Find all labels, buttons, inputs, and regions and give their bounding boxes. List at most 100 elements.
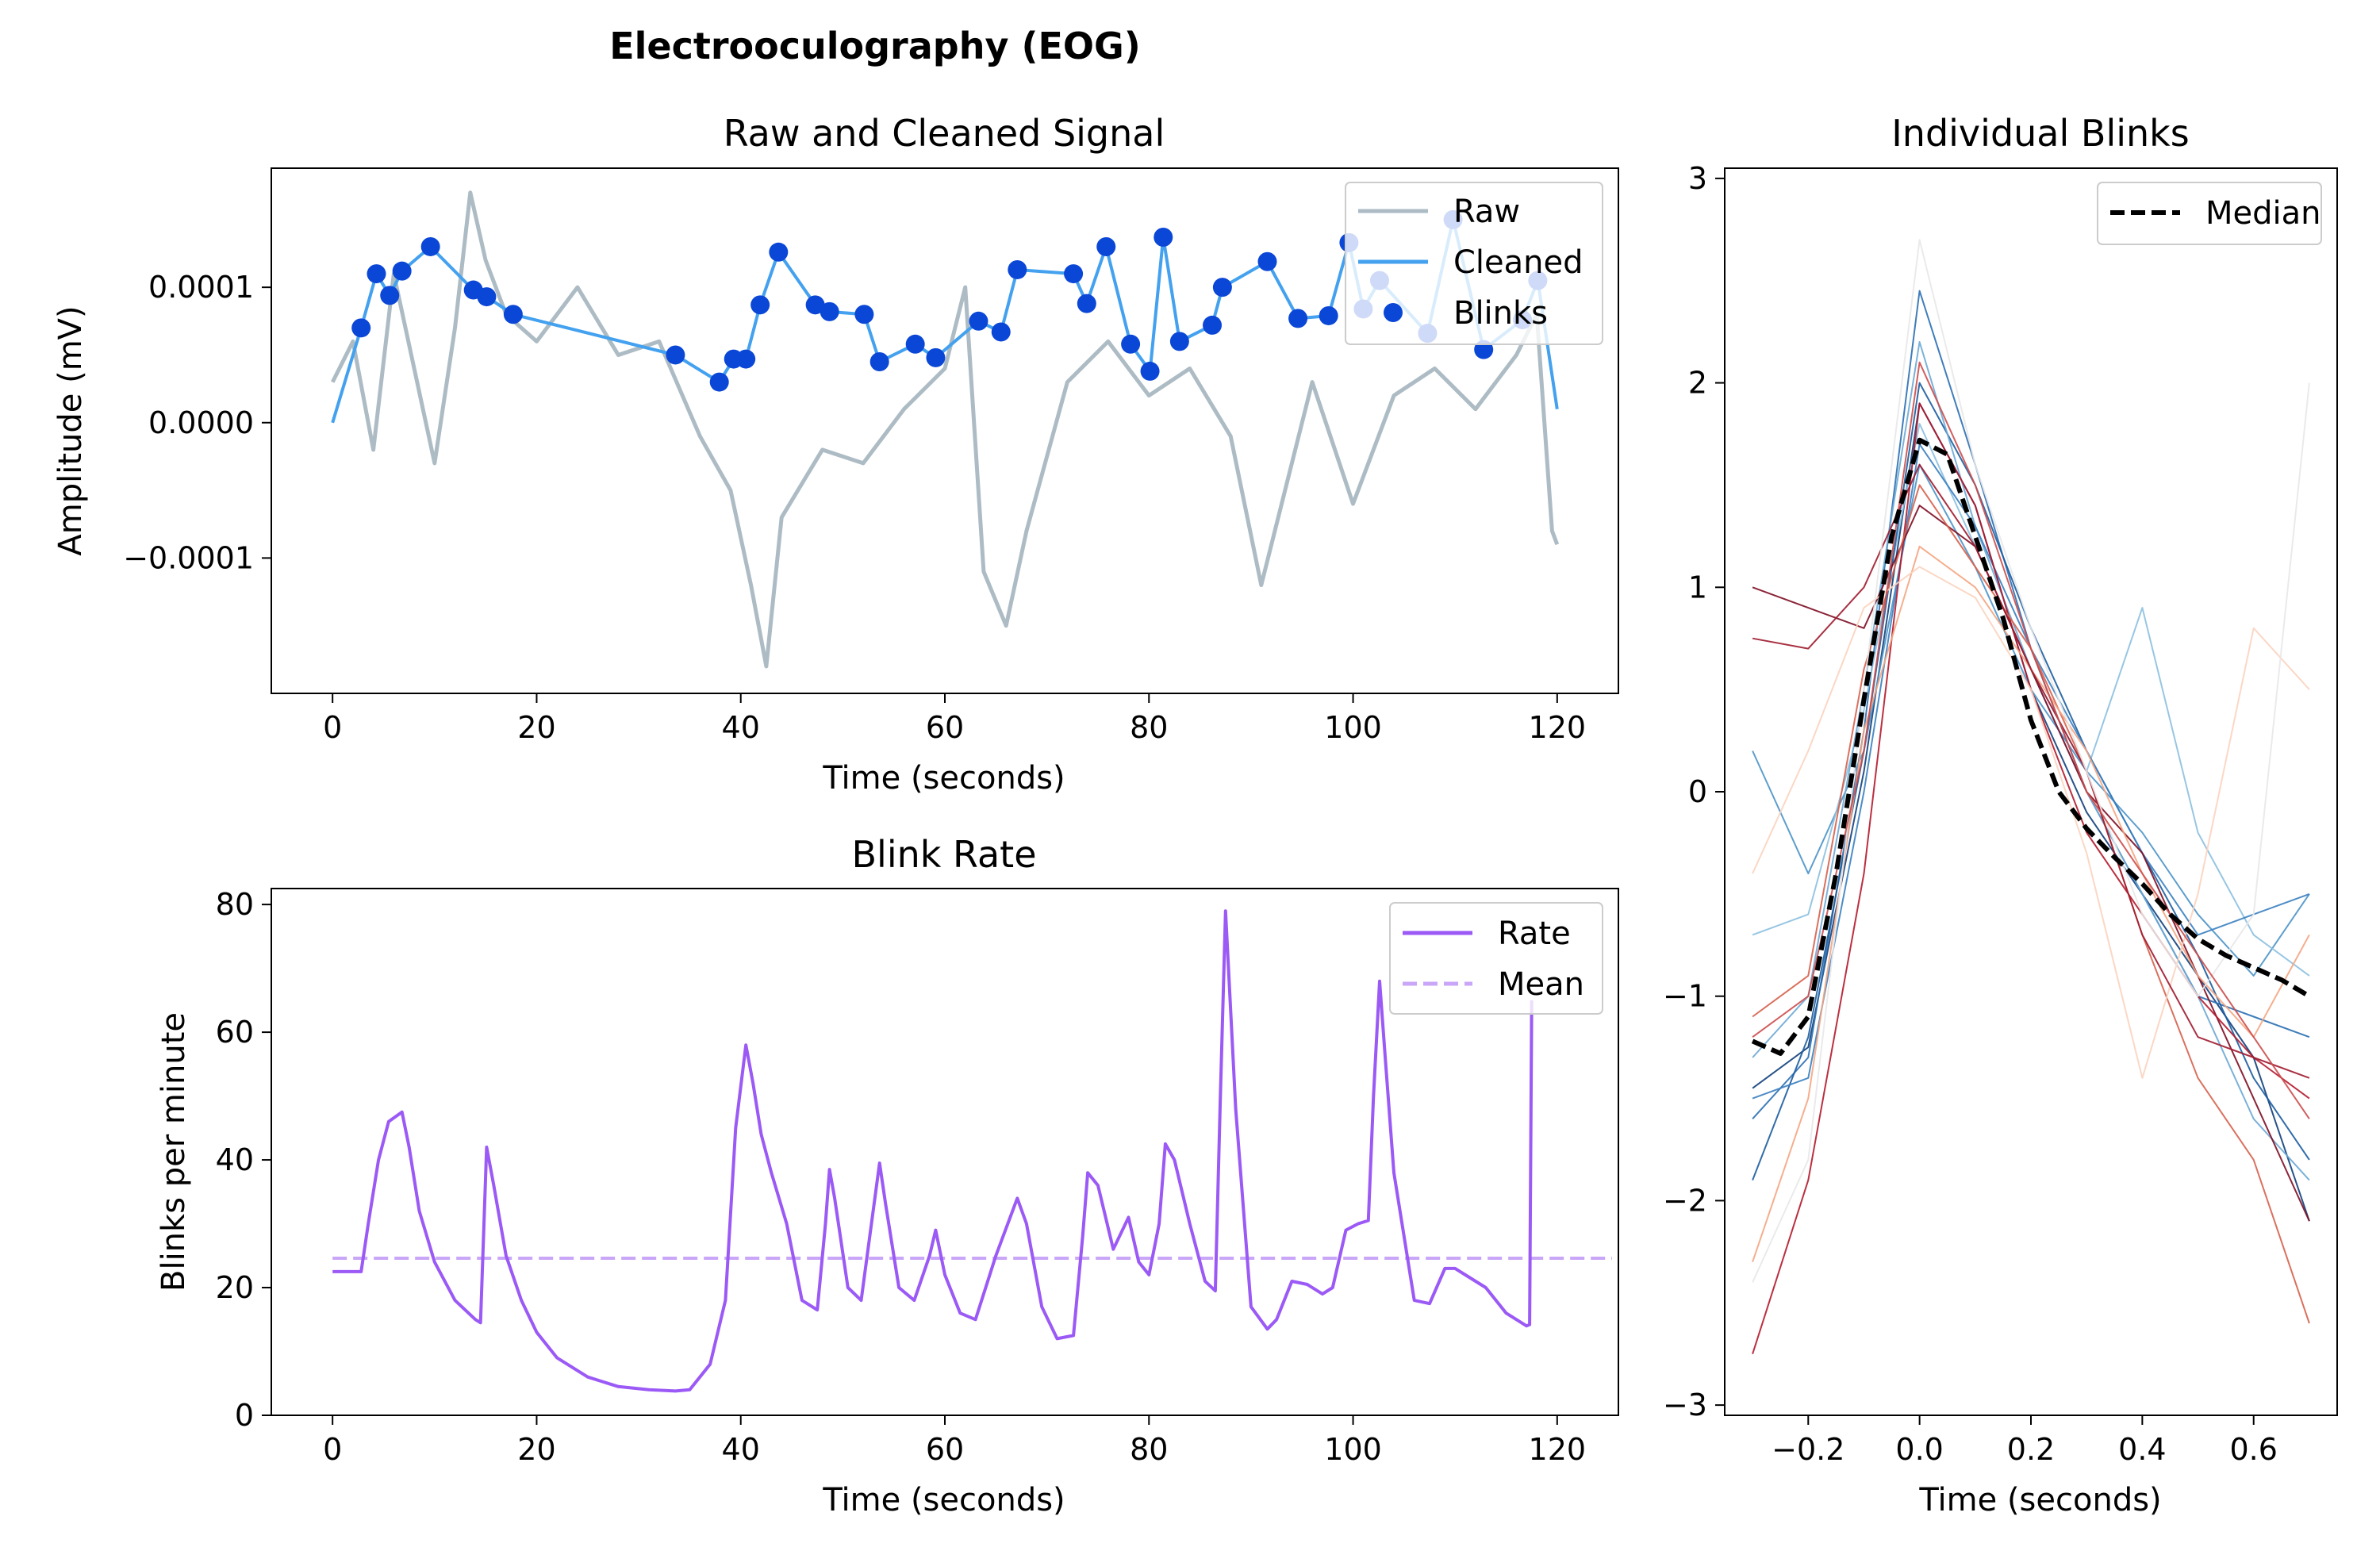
blink-marker — [420, 236, 440, 256]
blinks-y-tick-label: −1 — [1663, 979, 1707, 1014]
figure-title: Electrooculography (EOG) — [609, 25, 1141, 67]
blinks-axes-frame — [1724, 167, 2338, 1416]
signal-axes-frame — [271, 167, 1619, 694]
blink-marker — [1212, 278, 1232, 298]
signal-y-label: Amplitude (mV) — [52, 305, 89, 555]
signal-x-tick-label: 120 — [1529, 710, 1587, 745]
blink-marker — [1257, 251, 1277, 271]
blinks-x-tick-label: −0.2 — [1772, 1432, 1844, 1467]
blink-marker — [854, 305, 874, 324]
legend-mean-label: Mean — [1498, 966, 1584, 1003]
individual-blink-line — [1752, 443, 2310, 1100]
raw-signal-line — [330, 190, 1560, 669]
blinks-legend-box — [2097, 182, 2322, 245]
blinks-y-tick-label: 0 — [1688, 774, 1707, 809]
signal-x-tick-label: 100 — [1324, 710, 1382, 745]
rate-x-tick-label: 60 — [926, 1432, 964, 1467]
individual-blink-line — [1752, 545, 2310, 1263]
signal-panel: Raw and Cleaned Signal 0 20 40 60 80 100 120 −0… — [52, 112, 1619, 797]
individual-blink-line — [1752, 239, 2310, 1283]
rate-x-tick-label: 80 — [1130, 1432, 1168, 1467]
rate-legend-box — [1389, 902, 1603, 1015]
signal-y-tick-label: 0.0001 — [148, 270, 254, 305]
blink-marker — [1154, 228, 1173, 248]
legend-blinks-marker — [1384, 303, 1403, 322]
individual-blink-line — [1752, 361, 2310, 1119]
blink-marker — [351, 318, 371, 338]
median-blink-line — [1751, 437, 2311, 1056]
blink-marker — [1121, 334, 1141, 354]
blink-marker — [805, 295, 825, 315]
rate-x-tick-label: 0 — [323, 1432, 342, 1467]
rate-x-tick-label: 100 — [1324, 1432, 1382, 1467]
blink-marker — [392, 261, 412, 281]
blinks-panel: Individual Blinks −0.2 0.0 0.2 0.4 0.6 −3 −2 −1… — [1663, 112, 2338, 1518]
signal-x-label: Time (seconds) — [822, 760, 1065, 797]
signal-y-tick-label: 0.0000 — [148, 405, 254, 440]
signal-title: Raw and Cleaned Signal — [724, 112, 1165, 155]
signal-y-tick-label: −0.0001 — [123, 540, 254, 575]
legend-cleaned-label: Cleaned — [1453, 244, 1583, 281]
blinks-x-tick-label: 0.2 — [2007, 1432, 2055, 1467]
rate-y-tick-label: 40 — [216, 1142, 254, 1177]
signal-legend-box — [1345, 182, 1603, 345]
signal-x-tick-label: 0 — [323, 710, 342, 745]
individual-blink-line — [1752, 290, 2310, 1119]
blink-rate-line — [332, 909, 1534, 1393]
blink-marker — [503, 305, 523, 324]
rate-x-label: Time (seconds) — [822, 1482, 1065, 1518]
blinks-y-tick-label: −2 — [1663, 1183, 1707, 1218]
blinks-x-tick-label: 0.0 — [1895, 1432, 1943, 1467]
rate-y-tick-label: 80 — [216, 887, 254, 922]
blink-marker — [926, 347, 946, 367]
blinks-x-tick-label: 0.6 — [2230, 1432, 2278, 1467]
legend-rate-label: Rate — [1498, 916, 1571, 952]
blink-marker — [750, 295, 770, 315]
legend-median-label: Median — [2205, 195, 2321, 232]
individual-blink-line — [1752, 382, 2310, 1180]
rate-title: Blink Rate — [851, 833, 1036, 876]
rate-panel: Blink Rate 0 20 40 60 80 100 120 0 20 40 60 80 Time… — [155, 833, 1619, 1518]
blink-marker — [1008, 259, 1027, 279]
rate-x-tick-label: 120 — [1529, 1432, 1587, 1467]
signal-x-tick-label: 20 — [517, 710, 555, 745]
blinks-x-label: Time (seconds) — [1918, 1482, 2161, 1518]
blinks-x-tick-label: 0.4 — [2118, 1432, 2166, 1467]
blinks-y-tick-label: 1 — [1688, 570, 1707, 605]
blinks-y-tick-label: 3 — [1688, 161, 1707, 196]
signal-x-tick-label: 60 — [926, 710, 964, 745]
rate-y-tick-label: 60 — [216, 1015, 254, 1050]
blink-marker — [969, 311, 988, 331]
blink-marker — [709, 372, 729, 392]
blink-marker — [1203, 315, 1223, 335]
blinks-legend: Median — [2097, 182, 2322, 245]
rate-axes-frame — [271, 888, 1619, 1416]
legend-raw-label: Raw — [1453, 194, 1520, 230]
blinks-y-tick-label: 2 — [1688, 366, 1707, 401]
blinks-y-tick-label: −3 — [1663, 1388, 1707, 1422]
signal-x-tick-label: 40 — [722, 710, 760, 745]
blink-marker — [1077, 294, 1096, 313]
rate-legend: Rate Mean — [1389, 902, 1603, 1015]
blink-marker — [905, 334, 925, 354]
blink-marker — [769, 242, 789, 262]
individual-blink-line — [1752, 463, 2310, 1079]
blink-marker — [1064, 264, 1084, 284]
blink-marker — [1096, 236, 1116, 256]
blink-marker — [666, 345, 685, 365]
rate-y-tick-label: 20 — [216, 1270, 254, 1305]
blinks-title: Individual Blinks — [1891, 112, 2190, 155]
blink-marker — [1169, 332, 1189, 351]
blink-marker — [380, 286, 400, 305]
individual-blink-line — [1752, 566, 2310, 1079]
blink-marker — [1288, 309, 1308, 328]
blink-marker — [736, 349, 756, 369]
rate-y-tick-label: 0 — [235, 1398, 254, 1433]
legend-blinks-label: Blinks — [1453, 295, 1548, 332]
blink-marker — [477, 287, 497, 307]
rate-x-tick-label: 20 — [517, 1432, 555, 1467]
blink-marker — [1319, 305, 1338, 325]
signal-x-tick-label: 80 — [1130, 710, 1168, 745]
blink-marker — [991, 322, 1011, 342]
